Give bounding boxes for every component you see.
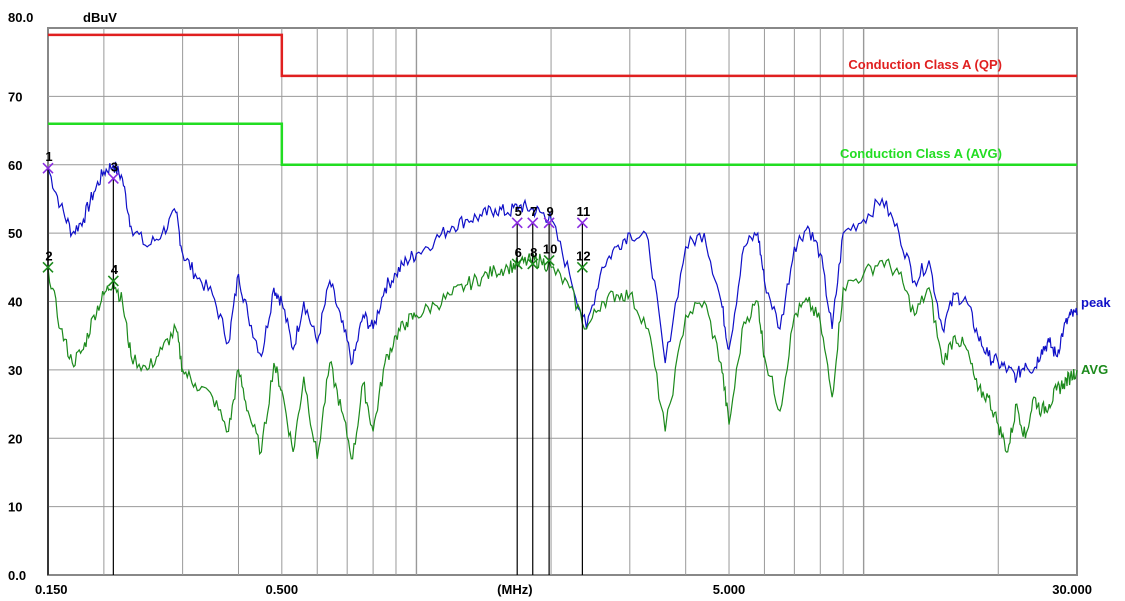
- y-tick-label: 10: [8, 500, 22, 515]
- y-tick-label: 40: [8, 295, 22, 310]
- marker-x: [576, 217, 588, 229]
- x-tick-label: 0.150: [35, 582, 68, 597]
- marker-x: [42, 162, 54, 174]
- limit-line-label: Conduction Class A (QP): [848, 57, 1002, 72]
- series-label: AVG: [1081, 362, 1108, 377]
- marker-label: 12: [576, 248, 590, 263]
- y-tick-label: 70: [8, 89, 22, 104]
- y-tick-label: 0.0: [8, 568, 26, 583]
- y-tick-label: 20: [8, 431, 22, 446]
- y-axis-unit-label: dBuV: [83, 10, 117, 25]
- chart-grid: [47, 27, 1078, 576]
- y-tick-label: 60: [8, 158, 22, 173]
- marker-x: [543, 217, 555, 229]
- marker-label: 8: [530, 245, 537, 260]
- marker-label: 10: [543, 241, 557, 256]
- marker-x: [543, 254, 555, 267]
- x-tick-label: 0.500: [266, 582, 299, 597]
- limit-line-label: Conduction Class A (AVG): [840, 146, 1002, 161]
- marker-label: 5: [515, 204, 522, 219]
- limit-line-avg: [48, 122, 1077, 166]
- marker-x: [107, 275, 119, 287]
- marker-label: 6: [515, 245, 522, 260]
- x-tick-label: 30.000: [1052, 582, 1092, 597]
- marker-label: 7: [530, 204, 537, 219]
- x-tick-label: (MHz): [497, 582, 532, 597]
- marker-x: [527, 217, 539, 229]
- y-tick-label: 30: [8, 363, 22, 378]
- marker-x: [576, 261, 588, 273]
- limit-line-qp: [48, 33, 1077, 78]
- series-lines: peak AVG: [47, 161, 1111, 460]
- marker-x: [42, 261, 54, 273]
- series-line-peak: [47, 161, 1078, 383]
- marker-label: 9: [546, 204, 553, 219]
- y-tick-label: 50: [8, 226, 22, 241]
- marker-label: 3: [111, 159, 118, 174]
- marker-x: [511, 258, 523, 270]
- y-tick-label: 80.0: [8, 10, 33, 25]
- marker-label: 4: [111, 262, 119, 277]
- marker-label: 1: [45, 149, 52, 164]
- limit-lines: Conduction Class A (QP) Conduction Class …: [48, 33, 1077, 166]
- marker-x: [511, 217, 523, 229]
- marker-x: [107, 172, 119, 184]
- x-tick-label: 5.000: [713, 582, 746, 597]
- series-line-avg: [47, 253, 1078, 460]
- series-label: peak: [1081, 295, 1111, 310]
- marker-x: [527, 258, 539, 270]
- marker-label: 2: [45, 248, 52, 263]
- marker-label: 11: [577, 204, 591, 219]
- axis-labels: dBuV 80.0 70 60 50 40 30 20 10 0.0 0.150 0.500 (MHz…: [8, 10, 1092, 597]
